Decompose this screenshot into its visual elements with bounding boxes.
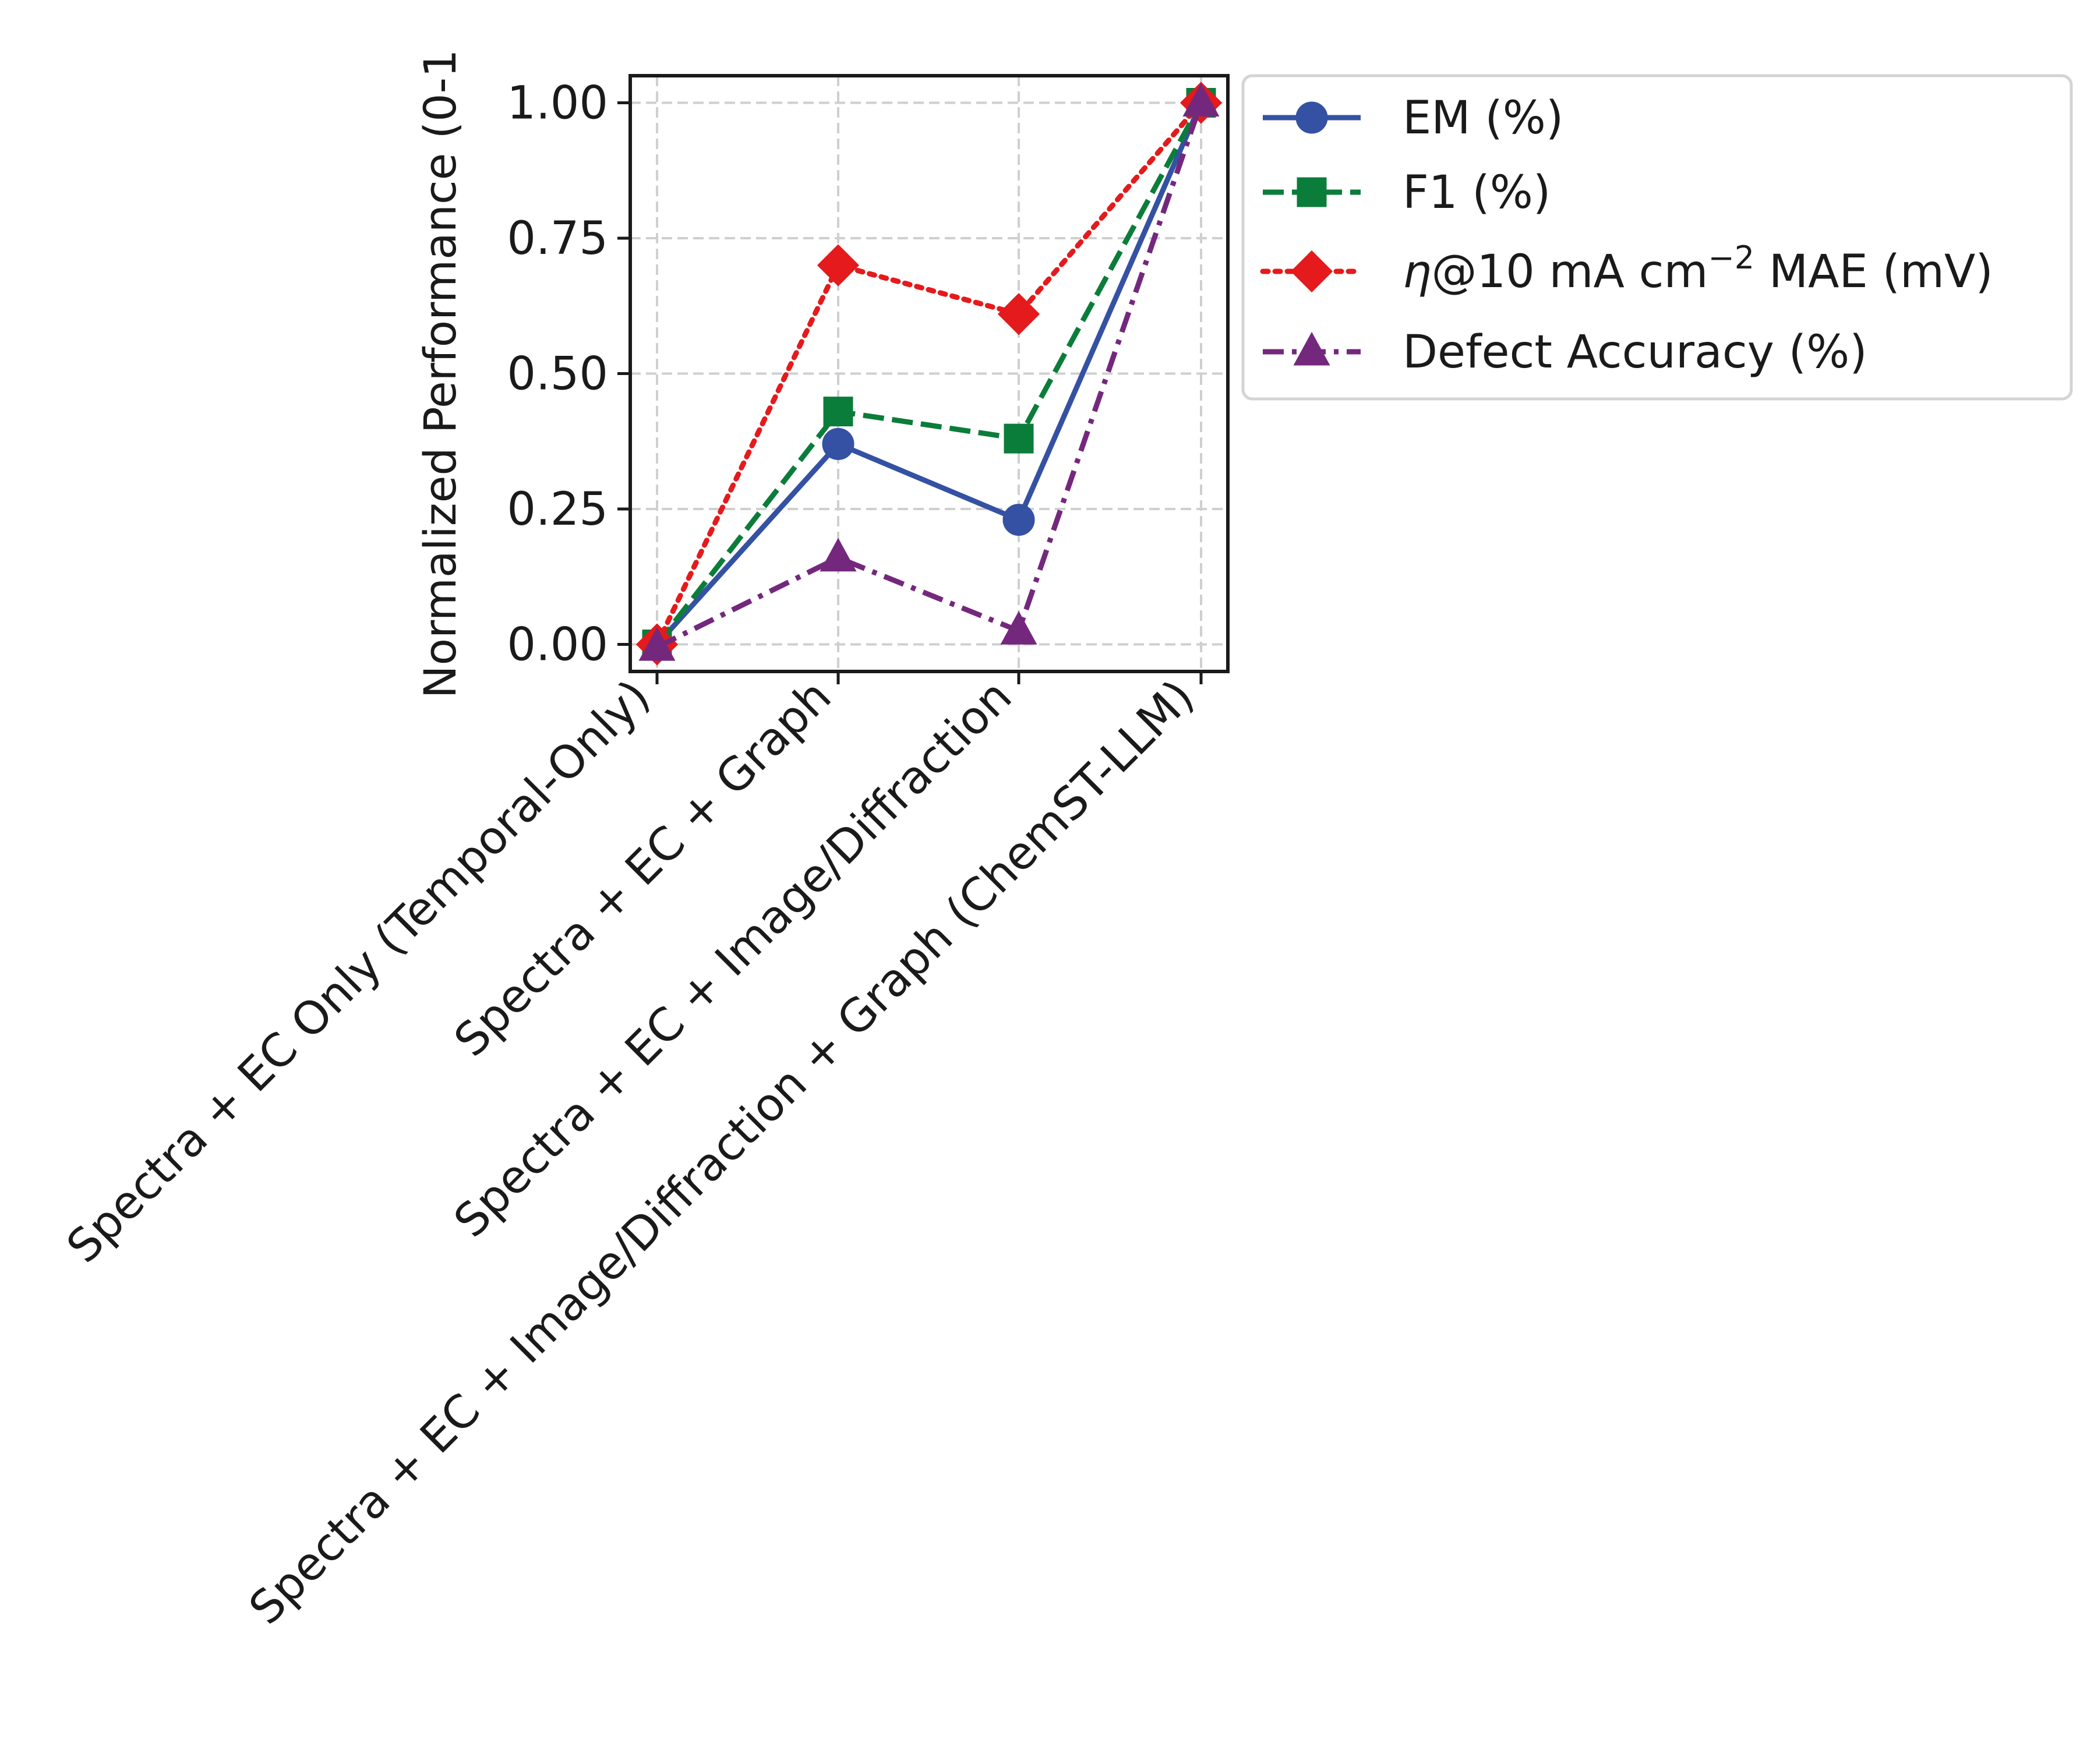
legend-entry-3: Defect Accuracy (%) [1263, 326, 1867, 379]
legend: EM (%) F1 (%) η@10 mA cm−2 MAE (mV) Defect … [1241, 74, 2073, 401]
legend-entry-0: EM (%) [1263, 92, 1563, 144]
series-line [655, 101, 1204, 646]
legend-label: EM (%) [1403, 92, 1563, 144]
y-tick-label: 1.00 [507, 77, 608, 130]
y-tick-label: 0.00 [507, 619, 608, 671]
legend-marker [1297, 177, 1327, 207]
y-tick-label: 0.25 [507, 483, 608, 536]
legend-label: F1 (%) [1403, 167, 1551, 219]
data-point [823, 397, 853, 427]
x-tick-label: Spectra + EC + Graph [444, 670, 841, 1067]
y-axis-ticks: 0.00 0.25 0.50 0.75 1.00 [507, 77, 630, 671]
x-axis-ticks: Spectra + EC Only (Temporal-Only)Spectra… [57, 670, 1204, 1635]
grid-lines [630, 76, 1228, 671]
legend-marker [1290, 250, 1333, 293]
y-tick-label: 0.75 [507, 213, 608, 265]
data-point [638, 627, 676, 661]
data-point [817, 244, 860, 287]
data-point [1002, 504, 1035, 536]
series-line [655, 101, 1203, 646]
legend-entry-1: F1 (%) [1263, 167, 1551, 219]
legend-marker [1295, 101, 1328, 134]
y-tick-label: 0.50 [507, 348, 608, 401]
data-point [822, 427, 854, 460]
plot-series [635, 82, 1223, 666]
y-axis-title: Normalized Performance (0-1 [414, 50, 466, 699]
legend-label: η@10 mA cm−2 MAE (mV) [1403, 239, 1993, 298]
data-point [1004, 423, 1034, 454]
legend-label: Defect Accuracy (%) [1403, 326, 1867, 379]
series-line [654, 100, 1204, 647]
data-point [820, 538, 857, 572]
series-3 [638, 83, 1220, 661]
legend-box [1241, 74, 2073, 401]
data-point [997, 293, 1040, 335]
data-point [1000, 611, 1037, 645]
legend-marker [1293, 331, 1330, 366]
series-line [656, 102, 1204, 650]
legend-entry-2: η@10 mA cm−2 MAE (mV) [1260, 239, 1993, 298]
data-point [1182, 83, 1220, 116]
